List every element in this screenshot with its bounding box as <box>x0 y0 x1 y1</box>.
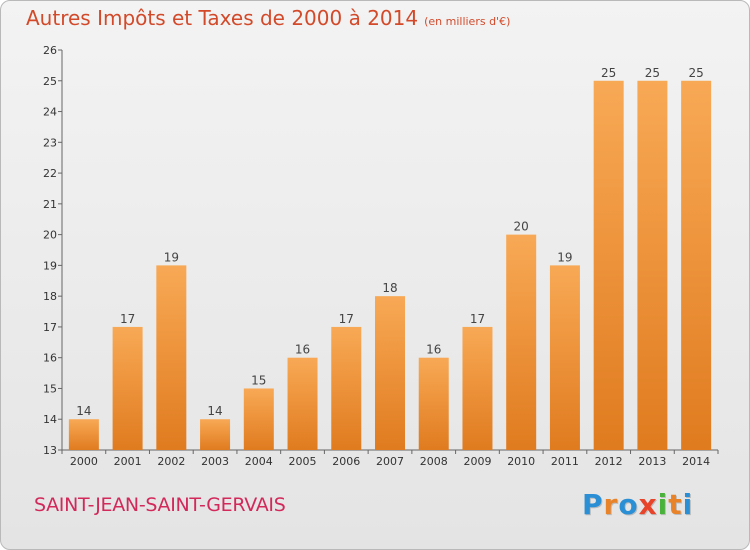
bar <box>156 265 187 450</box>
bar <box>331 326 362 450</box>
chart-title-text: Autres Impôts et Taxes de 2000 à 2014 <box>26 6 419 30</box>
y-tick-label: 16 <box>43 352 57 365</box>
bar-value-label: 16 <box>295 343 310 357</box>
bar <box>287 357 318 450</box>
x-tick-label: 2002 <box>157 455 185 468</box>
y-tick-label: 26 <box>43 44 57 57</box>
bar <box>462 326 493 450</box>
bar-value-label: 14 <box>207 404 222 418</box>
bar-value-label: 17 <box>339 312 354 326</box>
x-tick-label: 2003 <box>201 455 229 468</box>
y-tick-label: 20 <box>43 229 57 242</box>
bar <box>243 388 274 450</box>
chart-unit: (en milliers d'€) <box>424 15 511 28</box>
logo-letter: r <box>603 488 619 521</box>
chart-title: Autres Impôts et Taxes de 2000 à 2014 (en… <box>26 6 510 30</box>
logo-letter: t <box>668 488 683 521</box>
logo-letter: i <box>657 488 669 521</box>
logo-letter: o <box>618 488 639 521</box>
x-tick-label: 2001 <box>114 455 142 468</box>
bar-value-label: 16 <box>426 343 441 357</box>
logo-letter: i <box>682 488 694 521</box>
chart-bars <box>68 80 712 451</box>
proxiti-logo: Proxiti <box>582 488 693 521</box>
x-tick-label: 2008 <box>420 455 448 468</box>
x-tick-label: 2006 <box>332 455 360 468</box>
y-tick-label: 17 <box>43 321 57 334</box>
y-tick-label: 25 <box>43 75 57 88</box>
bar-value-label: 20 <box>514 220 529 234</box>
bar-value-label: 19 <box>557 250 572 264</box>
bar <box>418 357 449 450</box>
bar-value-label: 25 <box>601 66 616 80</box>
bar <box>200 419 231 450</box>
bar <box>681 80 712 451</box>
y-tick-label: 15 <box>43 382 57 395</box>
bar <box>112 326 143 450</box>
y-tick-label: 23 <box>43 136 57 149</box>
bar <box>375 296 405 450</box>
bar <box>593 80 624 451</box>
bar <box>68 419 99 450</box>
x-tick-label: 2004 <box>245 455 273 468</box>
chart-value-labels: 14 17 19 14 15 16 17 18 16 17 20 19 25 25 25 <box>76 66 704 418</box>
y-tick-label: 24 <box>43 106 57 119</box>
bar <box>506 234 537 450</box>
x-tick-label: 2014 <box>682 455 710 468</box>
bar <box>637 80 668 451</box>
bar <box>549 265 580 450</box>
y-tick-label: 19 <box>43 259 57 272</box>
x-tick-label: 2000 <box>70 455 98 468</box>
x-tick-label: 2007 <box>376 455 404 468</box>
bar-value-label: 25 <box>645 66 660 80</box>
x-tick-label: 2013 <box>638 455 666 468</box>
y-tick-label: 22 <box>43 167 57 180</box>
y-tick-label: 14 <box>43 413 57 426</box>
x-tick-label: 2005 <box>289 455 317 468</box>
bar-value-label: 18 <box>382 281 397 295</box>
y-tick-label: 21 <box>43 198 57 211</box>
x-tick-label: 2012 <box>595 455 623 468</box>
x-tick-label: 2009 <box>463 455 491 468</box>
y-tick-label: 18 <box>43 290 57 303</box>
bar-value-label: 17 <box>120 312 135 326</box>
town-name: SAINT-JEAN-SAINT-GERVAIS <box>34 494 286 516</box>
logo-letter: x <box>638 488 658 521</box>
logo-letter: P <box>582 488 604 521</box>
bar-value-label: 14 <box>76 404 91 418</box>
y-tick-label: 13 <box>43 444 57 457</box>
bar-value-label: 19 <box>164 250 179 264</box>
bar-value-label: 17 <box>470 312 485 326</box>
bar-value-label: 15 <box>251 373 266 387</box>
bar-value-label: 25 <box>688 66 703 80</box>
x-tick-label: 2010 <box>507 455 535 468</box>
x-tick-label: 2011 <box>551 455 579 468</box>
